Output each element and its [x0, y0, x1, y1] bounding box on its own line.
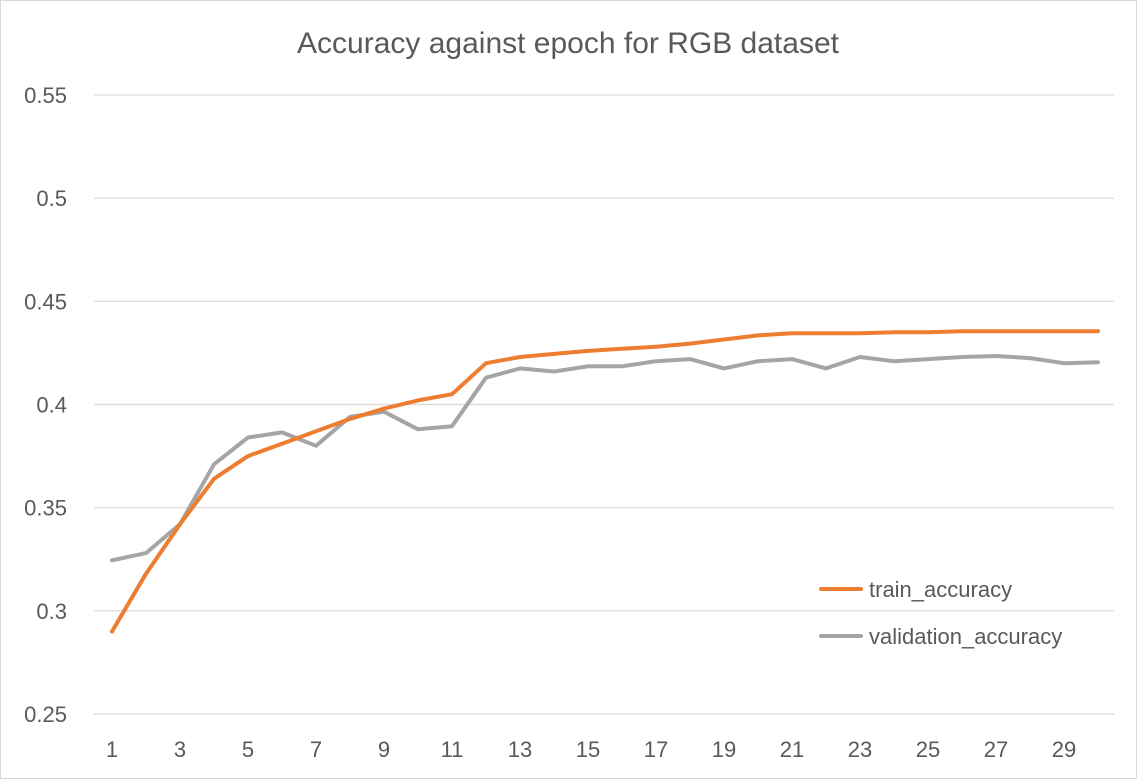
- x-tick-label: 3: [174, 737, 186, 762]
- legend-label: validation_accuracy: [869, 624, 1062, 649]
- y-tick-label: 0.55: [24, 83, 67, 108]
- x-tick-label: 15: [576, 737, 600, 762]
- y-tick-label: 0.35: [24, 496, 67, 521]
- x-tick-label: 17: [644, 737, 668, 762]
- series-line-train-accuracy: [110, 329, 1100, 634]
- y-tick-label: 0.5: [36, 186, 67, 211]
- chart-title: Accuracy against epoch for RGB dataset: [297, 27, 840, 60]
- legend: train_accuracy validation_accuracy: [819, 577, 1062, 649]
- y-tick-label: 0.25: [24, 702, 67, 727]
- x-tick-label: 25: [916, 737, 940, 762]
- legend-label: train_accuracy: [869, 577, 1012, 602]
- y-axis-tick-labels: 0.25 0.3 0.35 0.4 0.45 0.5 0.55: [24, 83, 67, 727]
- y-tick-label: 0.3: [36, 599, 67, 624]
- y-tick-label: 0.45: [24, 289, 67, 314]
- x-tick-label: 23: [848, 737, 872, 762]
- series-line-validation-accuracy: [110, 354, 1100, 563]
- x-tick-label: 1: [106, 737, 118, 762]
- series-lines: [110, 329, 1100, 634]
- x-tick-label: 27: [984, 737, 1008, 762]
- x-tick-label: 5: [242, 737, 254, 762]
- x-tick-label: 9: [378, 737, 390, 762]
- y-tick-label: 0.4: [36, 393, 67, 418]
- x-tick-label: 21: [780, 737, 804, 762]
- x-tick-label: 13: [508, 737, 532, 762]
- gridlines: [94, 94, 1114, 715]
- x-tick-label: 11: [441, 737, 464, 762]
- x-axis-tick-labels: 1 3 5 7 9 11 13 15 17 19 21 23 25 27 29: [106, 737, 1076, 762]
- x-tick-label: 19: [712, 737, 736, 762]
- x-tick-label: 29: [1052, 737, 1076, 762]
- x-tick-label: 7: [310, 737, 322, 762]
